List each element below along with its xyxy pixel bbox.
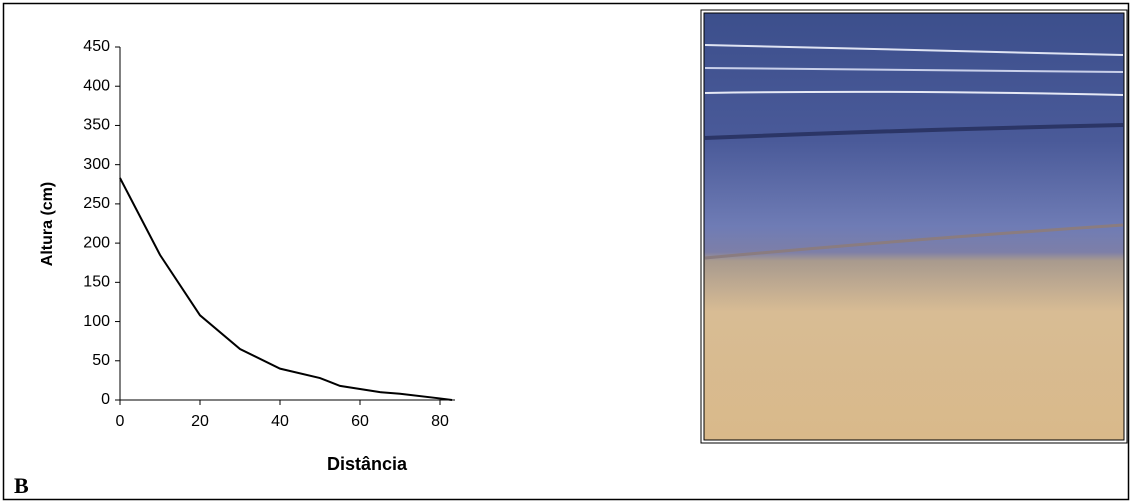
- x-tick-label: 60: [351, 413, 369, 430]
- x-axis-title: Distância: [327, 454, 408, 474]
- x-tick-label: 40: [271, 413, 289, 430]
- y-tick-label: 400: [83, 77, 110, 94]
- y-tick-label: 350: [83, 117, 110, 134]
- y-tick-label: 250: [83, 195, 110, 212]
- y-tick-label: 200: [83, 234, 110, 251]
- y-tick-label: 0: [101, 391, 110, 408]
- panel-label: B: [14, 473, 29, 498]
- y-tick-label: 150: [83, 274, 110, 291]
- x-tick-label: 80: [431, 413, 449, 430]
- y-tick-label: 100: [83, 313, 110, 330]
- data-line: [119, 177, 453, 401]
- y-tick-label: 450: [83, 38, 110, 55]
- x-tick-label: 20: [191, 413, 209, 430]
- photo: [700, 9, 1128, 444]
- x-tick-label: 0: [116, 413, 125, 430]
- y-axis-title: Altura (cm): [39, 182, 56, 266]
- y-tick-label: 50: [92, 352, 110, 369]
- y-tick-label: 300: [83, 156, 110, 173]
